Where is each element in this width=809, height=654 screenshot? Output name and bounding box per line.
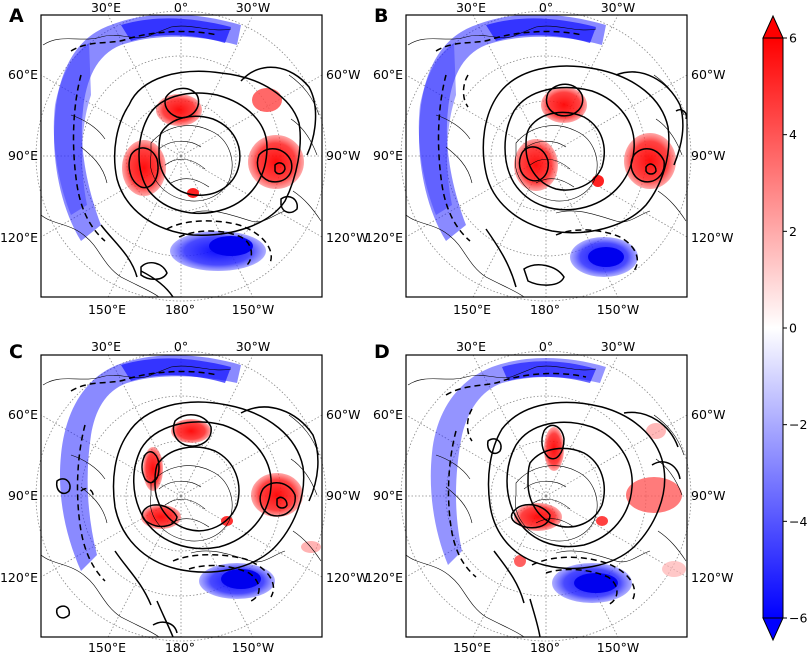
lon-label-60w: 60°W — [691, 67, 726, 82]
lon-label-30e: 30°E — [91, 339, 121, 354]
anomaly-shading — [430, 358, 686, 603]
lon-label-150w: 150°W — [597, 640, 639, 654]
colorbar-extend-min — [762, 617, 784, 642]
lon-label-120e: 120°E — [365, 230, 403, 245]
lon-label-120e: 120°E — [0, 570, 38, 585]
map-frame — [405, 354, 688, 638]
lon-label-0: 0° — [174, 339, 188, 354]
lon-label-30w: 30°W — [236, 0, 271, 15]
colorbar-tick-label: −4 — [789, 514, 807, 529]
height-contours — [482, 65, 688, 288]
panel-label-c: C — [9, 341, 23, 363]
lon-label-0: 0° — [539, 339, 553, 354]
map-panel-b — [400, 10, 692, 302]
lon-label-120w: 120°W — [691, 230, 733, 245]
colorbar-extend-max — [762, 14, 784, 39]
panel-label-d: D — [374, 341, 390, 363]
coastlines — [40, 25, 322, 298]
lon-label-150w: 150°W — [232, 640, 274, 654]
lon-label-150e: 150°E — [88, 302, 126, 317]
colorbar-tick-label: 6 — [789, 31, 797, 46]
dashed-contours — [445, 372, 636, 606]
colorbar-gradient — [762, 37, 784, 619]
colorbar-ticks: 6 4 2 0 −2 −4 −6 — [783, 31, 807, 626]
longitude-labels-b: 30°E 0° 30°W 60°E 60°W 90°E 90°W 120°E 1… — [365, 0, 733, 317]
lon-label-120w: 120°W — [691, 570, 733, 585]
lon-label-30e: 30°E — [456, 339, 486, 354]
map-panel-d — [400, 350, 692, 642]
height-contours — [486, 401, 681, 638]
lon-label-30e: 30°E — [91, 0, 121, 15]
lon-label-150e: 150°E — [88, 640, 126, 654]
lon-label-180: 180° — [530, 640, 560, 654]
lon-label-120w: 120°W — [326, 570, 368, 585]
longitude-labels-d: 30°E 0° 30°W 60°E 60°W 90°E 90°W 120°E 1… — [365, 339, 733, 654]
colorbar-tick-label: 4 — [789, 127, 797, 142]
lon-label-0: 0° — [539, 0, 553, 15]
colorbar-tick-label: 0 — [789, 321, 797, 336]
lon-label-150w: 150°W — [597, 302, 639, 317]
lon-label-60w: 60°W — [326, 67, 361, 82]
anomaly-shading — [53, 14, 304, 271]
colorbar-tick-label: −2 — [789, 417, 807, 432]
lon-label-90e: 90°E — [8, 488, 38, 503]
lon-label-60w: 60°W — [691, 407, 726, 422]
lon-label-180: 180° — [165, 302, 195, 317]
lon-label-90w: 90°W — [326, 148, 361, 163]
longitude-labels-c: 30°E 0° 30°W 60°E 60°W 90°E 90°W 120°E 1… — [0, 339, 368, 654]
lon-label-60e: 60°E — [8, 407, 38, 422]
lon-label-30w: 30°W — [601, 339, 636, 354]
lon-label-120w: 120°W — [326, 230, 368, 245]
lon-label-30e: 30°E — [456, 0, 486, 15]
lon-label-90w: 90°W — [691, 148, 726, 163]
lon-label-30w: 30°W — [601, 0, 636, 15]
lon-label-120e: 120°E — [0, 230, 38, 245]
colorbar-tick-label: −6 — [789, 611, 807, 626]
map-panel-c — [35, 350, 327, 642]
lon-label-120e: 120°E — [365, 570, 403, 585]
lon-label-60w: 60°W — [326, 407, 361, 422]
height-contours — [100, 66, 317, 298]
longitude-labels-a: 30°E 0° 30°W 60°E 60°W 90°E 90°W 120°E 1… — [0, 0, 368, 317]
negative-anomaly-arc — [430, 358, 606, 565]
lon-label-90e: 90°E — [8, 148, 38, 163]
height-contours — [55, 401, 319, 638]
lon-label-60e: 60°E — [373, 67, 403, 82]
panel-label-b: B — [374, 5, 389, 27]
dashed-contours — [435, 30, 639, 274]
dashed-contours — [70, 30, 272, 268]
lon-label-30w: 30°W — [236, 339, 271, 354]
anomaly-shading — [418, 14, 676, 277]
lon-label-0: 0° — [174, 0, 188, 15]
lon-label-150e: 150°E — [453, 302, 491, 317]
colorbar-tick-label: 2 — [789, 224, 797, 239]
map-panel-a — [35, 10, 327, 302]
lon-label-150w: 150°W — [232, 302, 274, 317]
map-frame — [405, 14, 688, 298]
panel-label-a: A — [9, 5, 24, 27]
lon-label-180: 180° — [530, 302, 560, 317]
lon-label-90w: 90°W — [691, 488, 726, 503]
map-frame — [40, 354, 323, 638]
map-frame — [40, 14, 323, 298]
dashed-contours — [70, 370, 275, 602]
coastlines — [40, 365, 322, 638]
lon-label-60e: 60°E — [8, 67, 38, 82]
lon-label-90w: 90°W — [326, 488, 361, 503]
lon-label-180: 180° — [165, 640, 195, 654]
lon-label-60e: 60°E — [373, 407, 403, 422]
lon-label-90e: 90°E — [373, 488, 403, 503]
colorbar: 6 4 2 0 −2 −4 −6 — [762, 14, 807, 642]
lon-label-90e: 90°E — [373, 148, 403, 163]
lon-label-150e: 150°E — [453, 640, 491, 654]
